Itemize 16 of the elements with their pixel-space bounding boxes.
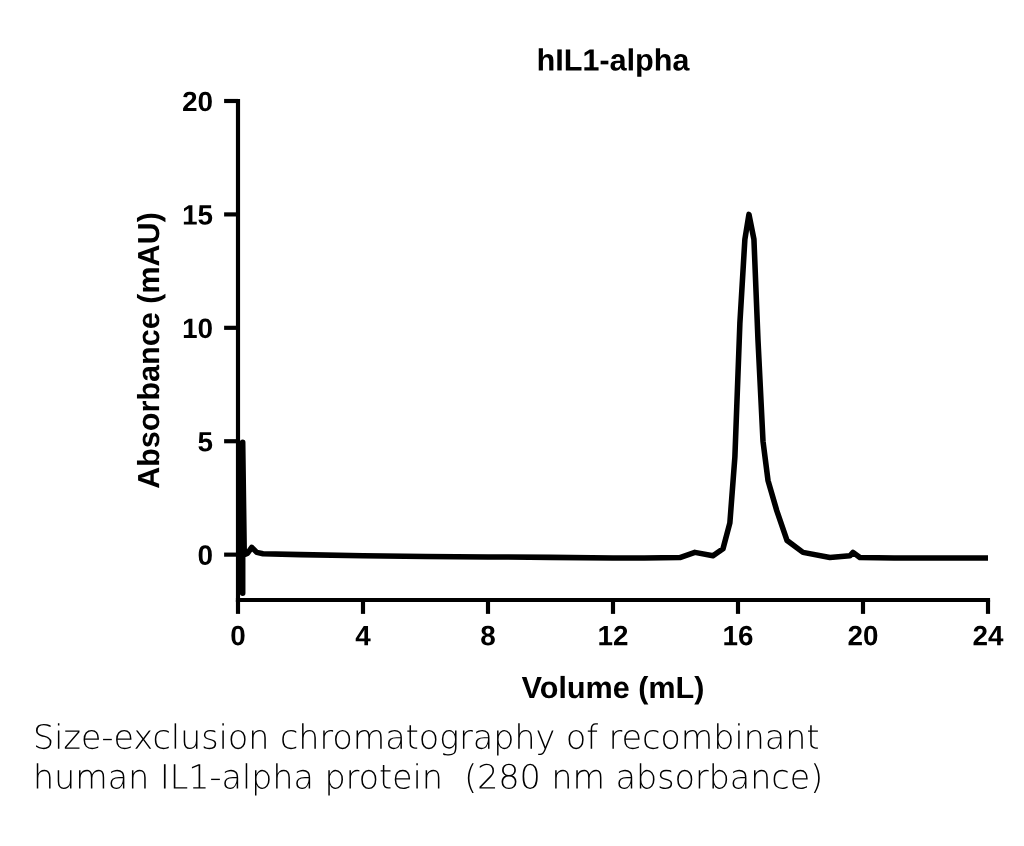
y-tick-label: 5	[198, 432, 213, 452]
x-tick-label: 0	[231, 625, 245, 646]
x-tick-label: 12	[599, 625, 628, 646]
x-tick-label: 20	[848, 625, 878, 646]
y-tick-label: 20	[183, 91, 212, 112]
chart-title: hIL1-alpha	[538, 48, 690, 77]
x-tick-label: 16	[724, 625, 753, 646]
y-tick-label: 15	[183, 205, 213, 225]
x-tick-label: 8	[481, 625, 495, 646]
x-axis-title: Volume (mL)	[521, 675, 703, 705]
x-tick-label: 4	[355, 626, 371, 646]
text: Size-exclusion chromatography of recombinant human IL1-alpha protein (280 nm absorbance)	[35, 723, 820, 796]
y-tick-label: 0	[198, 545, 212, 565]
y-axis-title: Absorbance (mAU)	[136, 213, 166, 489]
x-tick-label: 24	[973, 625, 1004, 646]
y-tick-label: 10	[183, 318, 212, 339]
